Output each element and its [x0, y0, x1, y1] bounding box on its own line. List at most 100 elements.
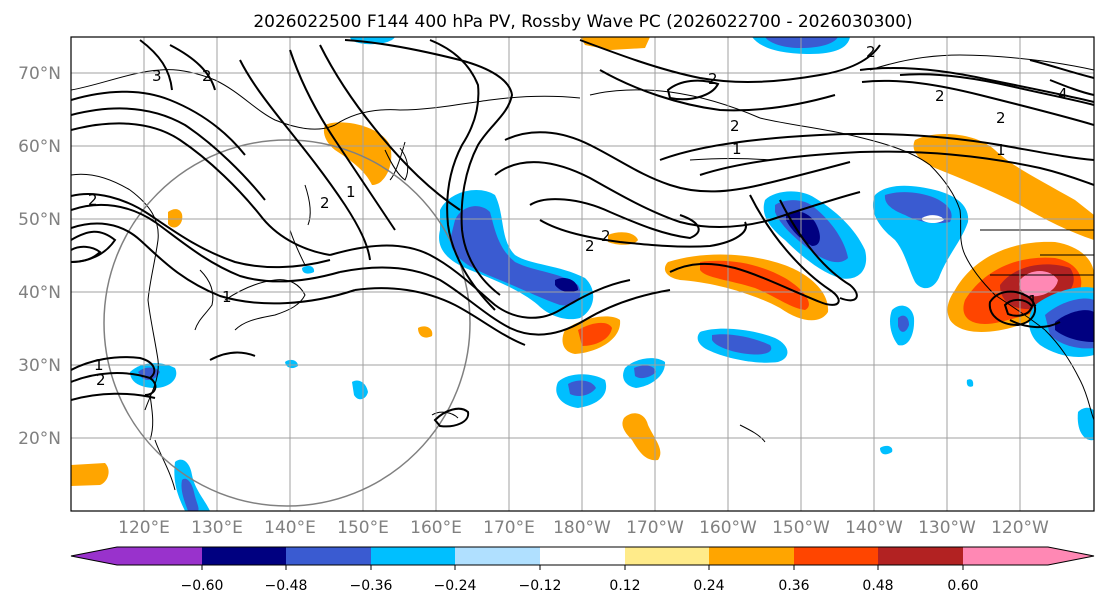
colorbar-tick-label: −0.12 — [519, 578, 562, 594]
colorbar-bin — [625, 547, 709, 565]
contour-label: 2 — [866, 43, 876, 61]
contour-label: 1 — [1028, 292, 1038, 310]
contour-label: 4 — [1058, 85, 1068, 103]
colorbar-extend-min — [71, 547, 117, 565]
negative-anomaly-region — [966, 379, 974, 387]
contour-label: 2 — [730, 117, 740, 135]
colorbar-bin — [540, 547, 625, 565]
reference-circle — [103, 139, 471, 507]
negative-anomaly-region — [181, 478, 199, 511]
colorbar-tick-label: −0.48 — [265, 578, 308, 594]
negative-anomaly-region — [880, 445, 893, 455]
lat-label: 20°N — [18, 429, 61, 449]
contour-label: 2 — [935, 87, 945, 105]
lon-label: 160°E — [410, 518, 462, 538]
colorbar-extend-max — [1048, 547, 1094, 565]
contour-label: 2 — [708, 70, 718, 88]
lon-label: 150°W — [772, 518, 830, 538]
pv-contours — [71, 39, 1094, 428]
anomaly-fills — [71, 37, 1094, 511]
lon-label: 170°E — [483, 518, 535, 538]
positive-anomaly-region — [622, 413, 661, 461]
lon-label: 140°E — [264, 518, 316, 538]
lon-label: 120°E — [118, 518, 170, 538]
lat-axis: 70°N 60°N 50°N 40°N 30°N 20°N — [18, 64, 61, 449]
negative-anomaly-region — [1055, 310, 1094, 342]
negative-anomaly-region — [712, 334, 772, 355]
lat-label: 60°N — [18, 137, 61, 157]
negative-anomaly-region — [174, 459, 210, 511]
colorbar-tick-label: 0.36 — [778, 578, 809, 594]
colorbar-tick-label: −0.60 — [181, 578, 224, 594]
positive-anomaly-region — [578, 322, 612, 346]
colorbar-bin — [878, 547, 963, 565]
lat-label: 40°N — [18, 283, 61, 303]
lon-axis: 120°E 130°E 140°E 150°E 160°E 170°E 180°… — [118, 518, 1049, 538]
contour-label: 1 — [996, 141, 1006, 159]
contour-label: 2 — [585, 237, 595, 255]
negative-anomaly-region — [352, 380, 368, 400]
colorbar-bin — [709, 547, 794, 565]
contour-label: 1 — [732, 140, 742, 158]
colorbar-bin — [117, 547, 202, 565]
colorbar-bin — [202, 547, 286, 565]
colorbar-bin — [455, 547, 540, 565]
negative-anomaly-region — [634, 365, 656, 379]
positive-anomaly-region — [418, 326, 433, 338]
lon-label: 130°W — [918, 518, 976, 538]
colorbar-outline — [70, 546, 1095, 566]
colorbar-bin — [371, 547, 455, 565]
colorbar-tick-label: −0.24 — [434, 578, 477, 594]
colorbar-tick-label: 0.60 — [947, 578, 978, 594]
contour-label: 2 — [996, 109, 1006, 127]
colorbar-tick-label: 0.48 — [862, 578, 893, 594]
positive-anomaly-region — [71, 463, 109, 486]
negative-anomaly-region — [898, 315, 909, 332]
positive-anomaly-region — [1019, 271, 1058, 297]
figure-title: 2026022500 F144 400 hPa PV, Rossby Wave … — [253, 12, 912, 32]
contour-label: 1 — [346, 183, 356, 201]
negative-anomaly-region — [450, 206, 581, 306]
lon-label: 130°E — [191, 518, 243, 538]
contour-label: 2 — [601, 227, 611, 245]
colorbar-bin — [963, 547, 1048, 565]
contour-label: 1 — [94, 356, 104, 374]
lon-label: 150°E — [337, 518, 389, 538]
colorbar: −0.60 −0.48 −0.36 −0.24 −0.12 0.12 0.24 … — [70, 546, 1095, 594]
colorbar-bin — [286, 547, 371, 565]
positive-anomaly-region — [913, 134, 1094, 240]
negative-anomaly-region — [285, 359, 298, 369]
contour-label: 2 — [96, 371, 106, 389]
colorbar-ticks — [201, 565, 964, 570]
contour-label: 1 — [222, 288, 232, 306]
negative-anomaly-region — [302, 265, 315, 274]
colorbar-tick-labels: −0.60 −0.48 −0.36 −0.24 −0.12 0.12 0.24 … — [181, 578, 979, 594]
contour-label: 2 — [320, 194, 330, 212]
contour-label-group: 1 1 1 1 1 1 2 2 2 2 2 2 2 2 2 2 2 3 4 — [88, 43, 1068, 389]
lon-label: 140°W — [845, 518, 903, 538]
lat-label: 70°N — [18, 64, 61, 84]
negative-anomaly-region — [350, 37, 395, 45]
negative-anomaly-region — [1077, 407, 1094, 441]
map-frame — [70, 36, 1095, 512]
contour-label: 2 — [202, 67, 212, 85]
colorbar-bins — [71, 547, 1094, 565]
colorbar-tick-label: −0.36 — [350, 578, 393, 594]
lon-label: 180°W — [553, 518, 611, 538]
positive-anomaly-region — [700, 260, 809, 310]
negative-anomaly-region — [555, 278, 578, 293]
lat-label: 30°N — [18, 356, 61, 376]
colorbar-tick-label: 0.24 — [693, 578, 724, 594]
positive-anomaly-region — [168, 209, 183, 228]
lon-label: 160°W — [699, 518, 757, 538]
contour-label: 3 — [152, 67, 162, 85]
colorbar-bin — [794, 547, 878, 565]
negative-anomaly-region — [786, 211, 820, 246]
lat-label: 50°N — [18, 210, 61, 230]
contour-label: 2 — [88, 191, 98, 209]
lon-label: 120°W — [991, 518, 1049, 538]
lon-label: 170°W — [626, 518, 684, 538]
map-plot: 1 1 1 1 1 1 2 2 2 2 2 2 2 2 2 2 2 3 4 — [70, 36, 1095, 512]
colorbar-tick-label: 0.12 — [609, 578, 640, 594]
